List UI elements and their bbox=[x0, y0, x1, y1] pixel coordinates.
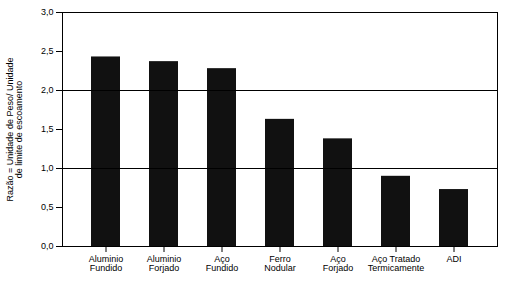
svg-text:1,0: 1,0 bbox=[41, 163, 54, 173]
svg-text:AluminioFundido: AluminioFundido bbox=[89, 254, 124, 273]
svg-text:ADI: ADI bbox=[446, 254, 461, 264]
svg-text:AçoForjado: AçoForjado bbox=[323, 254, 354, 273]
svg-text:0,5: 0,5 bbox=[41, 202, 54, 212]
svg-text:2,5: 2,5 bbox=[41, 46, 54, 56]
svg-text:1,5: 1,5 bbox=[41, 124, 54, 134]
svg-text:AçoFundido: AçoFundido bbox=[206, 254, 239, 273]
svg-text:AluminioForjado: AluminioForjado bbox=[147, 254, 182, 273]
svg-text:Razão = Unidade de Peso/ Unida: Razão = Unidade de Peso/ Unidadede limit… bbox=[5, 58, 24, 202]
svg-text:3,0: 3,0 bbox=[41, 7, 54, 17]
svg-text:2,0: 2,0 bbox=[41, 85, 54, 95]
svg-text:0,0: 0,0 bbox=[41, 241, 54, 251]
svg-text:FerroNodular: FerroNodular bbox=[264, 254, 296, 273]
svg-text:Aço TratadoTermicamente: Aço TratadoTermicamente bbox=[368, 254, 425, 273]
